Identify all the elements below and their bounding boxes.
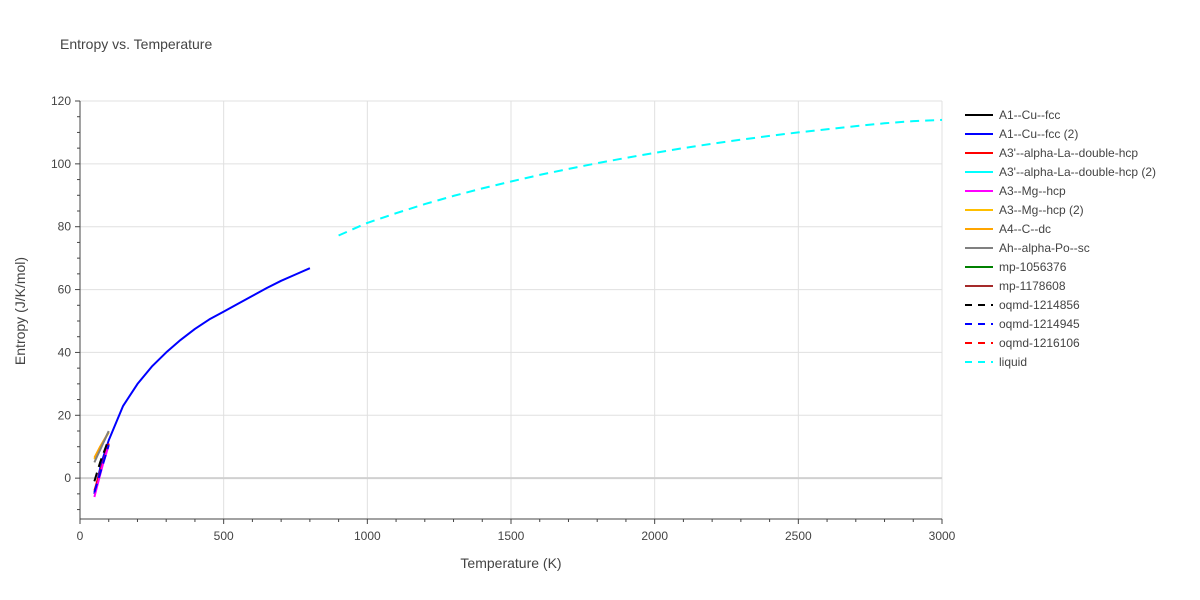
legend-label: A1--Cu--fcc (2) — [999, 127, 1078, 141]
x-axis-label: Temperature (K) — [460, 555, 561, 571]
legend-label: A3'--alpha-La--double-hcp — [999, 146, 1138, 160]
x-tick-label: 3000 — [929, 529, 956, 543]
chart-title: Entropy vs. Temperature — [60, 36, 213, 52]
legend-label: oqmd-1214856 — [999, 298, 1080, 312]
y-tick-label: 100 — [51, 157, 71, 171]
x-tick-label: 500 — [214, 529, 234, 543]
y-tick-label: 20 — [58, 408, 72, 422]
legend: A1--Cu--fcc A1--Cu--fcc (2) A3'--alpha-La-… — [965, 108, 1156, 369]
legend-label: mp-1056376 — [999, 260, 1067, 274]
legend-label: A3'--alpha-La--double-hcp (2) — [999, 165, 1156, 179]
legend-label: A1--Cu--fcc — [999, 108, 1060, 122]
y-tick-label: 40 — [58, 345, 72, 359]
x-tick-label: 2000 — [641, 529, 668, 543]
series-line-oqmd-1214856 — [93, 438, 110, 482]
y-tick-label: 120 — [51, 94, 71, 108]
legend-label: mp-1178608 — [999, 279, 1066, 293]
axes: 0 500 1000 1500 2000 2500 3000 0 20 40 60 80 100 120 — [51, 94, 956, 543]
y-axis-label: Entropy (J/K/mol) — [12, 257, 28, 365]
legend-label: oqmd-1214945 — [999, 317, 1080, 331]
series-line-liquid — [338, 118, 943, 237]
legend-label: A3--Mg--hcp — [999, 184, 1066, 198]
legend-label: Ah--alpha-Po--sc — [999, 241, 1090, 255]
x-tick-label: 1500 — [498, 529, 525, 543]
x-tick-label: 1000 — [354, 529, 381, 543]
y-tick-label: 0 — [64, 471, 71, 485]
series-line-a1-cu-fcc-2 — [93, 267, 311, 495]
grid — [80, 100, 943, 519]
legend-label: A3--Mg--hcp (2) — [999, 203, 1084, 217]
y-tick-label: 60 — [58, 283, 72, 297]
legend-label: oqmd-1216106 — [999, 336, 1080, 350]
legend-label: A4--C--dc — [999, 222, 1051, 236]
x-tick-label: 0 — [77, 529, 84, 543]
series-line-ah-alpha-po-sc — [93, 430, 110, 463]
y-tick-label: 80 — [58, 220, 72, 234]
plot-area — [93, 118, 943, 498]
x-tick-label: 2500 — [785, 529, 812, 543]
series-line-oqmd-1214945 — [93, 444, 110, 493]
legend-label: liquid — [999, 355, 1027, 369]
